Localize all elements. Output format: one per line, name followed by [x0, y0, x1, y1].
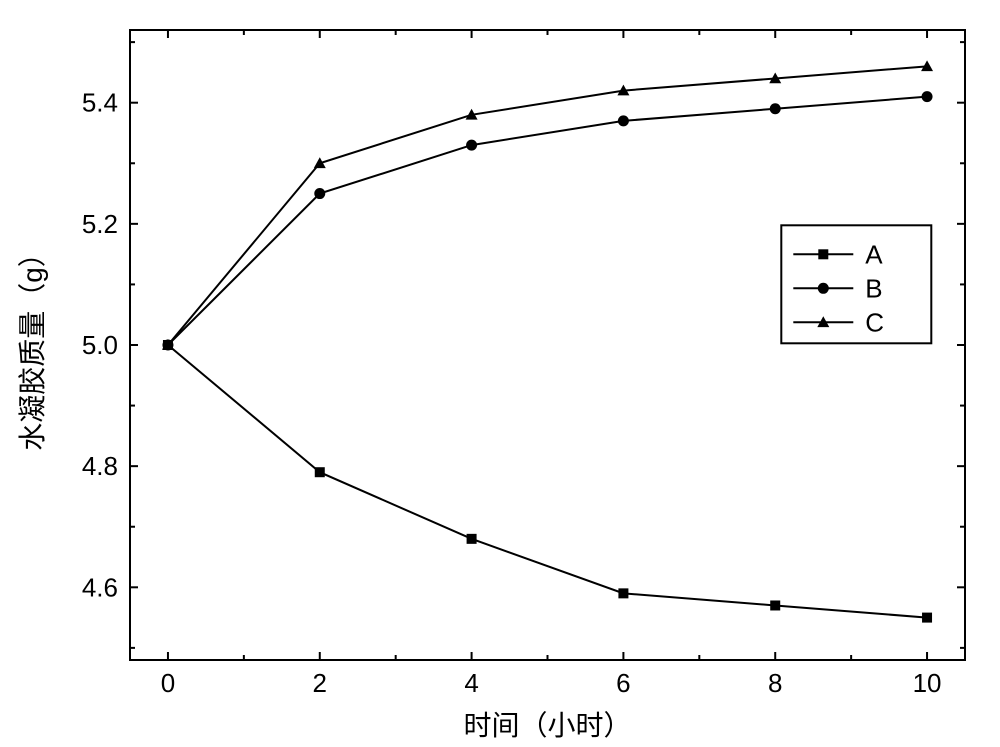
y-tick-label: 5.2 — [82, 209, 118, 239]
x-tick-label: 8 — [768, 668, 782, 698]
x-axis-label: 时间（小时） — [463, 710, 631, 741]
legend-label-A: A — [865, 239, 883, 269]
y-tick-label: 4.8 — [82, 451, 118, 481]
chart-svg: 0 2 4 6 8 10 4.6 4.8 5.0 5.2 5.4 时间（小时） 水凝胶质量（g） ABC — [0, 0, 1000, 747]
x-tick-label: 2 — [313, 668, 327, 698]
series-line-A — [168, 345, 927, 618]
x-tick-label: 4 — [464, 668, 478, 698]
x-tick-label: 10 — [913, 668, 942, 698]
y-axis-label: 水凝胶质量（g） — [17, 239, 48, 451]
chart-container: 0 2 4 6 8 10 4.6 4.8 5.0 5.2 5.4 时间（小时） 水凝胶质量（g） ABC — [0, 0, 1000, 747]
y-tick-label: 4.6 — [82, 572, 118, 602]
y-tick-label: 5.0 — [82, 330, 118, 360]
x-tick-label: 6 — [616, 668, 630, 698]
x-tick-label: 0 — [161, 668, 175, 698]
series-A — [163, 340, 932, 623]
legend: ABC — [781, 225, 931, 343]
y-tick-label: 5.4 — [82, 88, 118, 118]
legend-label-B: B — [865, 273, 882, 303]
legend-label-C: C — [865, 307, 884, 337]
